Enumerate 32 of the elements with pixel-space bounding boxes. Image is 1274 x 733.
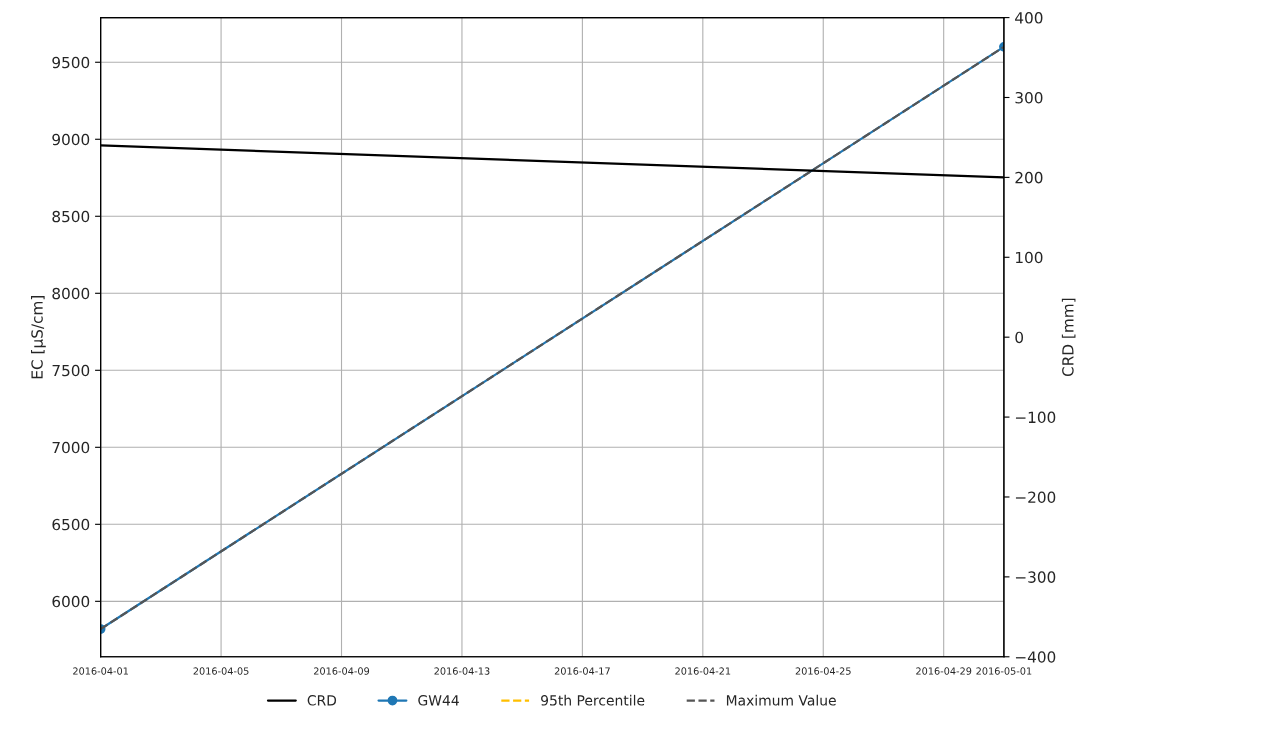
x-tick-label: 2016-04-05 (193, 667, 249, 675)
y-tick-label: 7500 (52, 364, 90, 377)
x-tick-label: 2016-04-13 (434, 667, 490, 675)
y2-axis-title: CRD [mm] (1061, 298, 1076, 377)
y-tick-label: 7000 (52, 441, 90, 454)
y-tick-label: 8000 (52, 287, 90, 300)
y2-tick-label: −200 (1015, 491, 1056, 503)
y2-tick-label: −400 (1015, 651, 1056, 663)
y-tick-label: 9500 (52, 56, 90, 69)
y-tick-label: 6500 (52, 518, 90, 531)
y-tick-label: 6000 (52, 595, 90, 608)
y2-tick-label: −300 (1015, 571, 1056, 583)
legend-label: 95th Percentile (541, 694, 645, 706)
y-tick-label: 8500 (52, 210, 90, 223)
x-tick-label: 2016-04-01 (73, 667, 128, 675)
legend-label: Maximum Value (726, 694, 836, 706)
x-tick-label: 2016-04-29 (916, 667, 972, 675)
y2-tick-label: −100 (1015, 411, 1056, 424)
y-tick-label: 9000 (52, 133, 90, 146)
y2-tick-label: 400 (1015, 12, 1043, 24)
x-tick-label: 2016-04-21 (675, 667, 731, 675)
x-tick-label: 2016-04-17 (554, 667, 610, 675)
legend-label: CRD (307, 695, 337, 706)
y2-tick-label: 200 (1015, 171, 1043, 184)
legend-label: GW44 (418, 695, 459, 706)
y2-tick-label: 300 (1015, 91, 1043, 104)
x-tick-label: 2016-04-25 (795, 667, 851, 675)
y2-tick-label: 0 (1015, 331, 1024, 344)
y2-tick-label: 100 (1016, 251, 1043, 264)
x-tick-label: 2016-04-09 (313, 667, 370, 675)
y-axis-title: EC [µS/cm] (31, 296, 46, 379)
x-tick-label: 2016-05-01 (976, 667, 1032, 675)
